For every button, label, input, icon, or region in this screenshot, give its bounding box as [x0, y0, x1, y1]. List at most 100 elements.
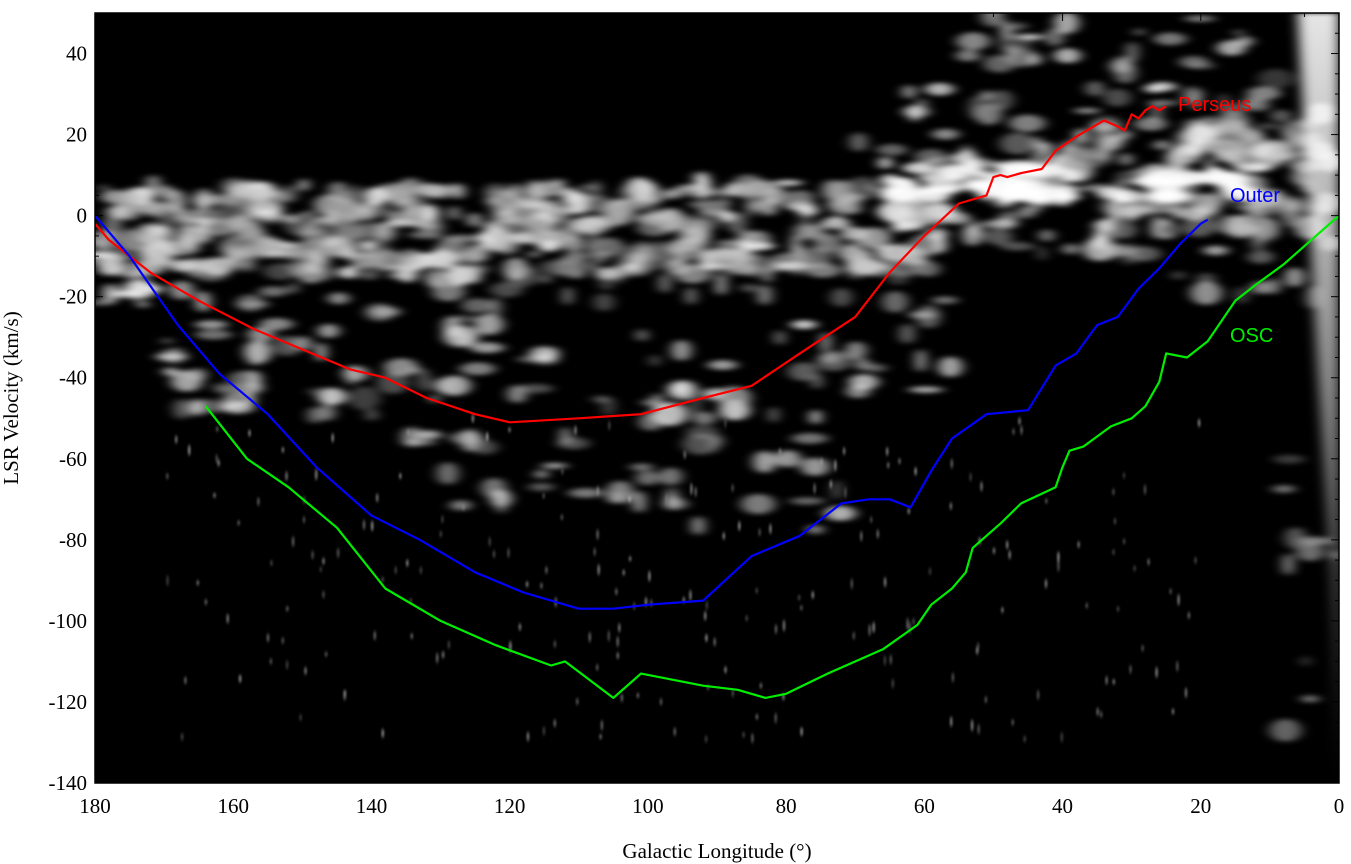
emission-speck — [1129, 665, 1132, 674]
emission-speck — [574, 425, 577, 435]
emission-speck — [486, 432, 489, 442]
emission-speck — [1197, 418, 1201, 428]
emission-blob — [909, 311, 936, 319]
emission-blob — [413, 183, 439, 195]
emission-blob — [263, 263, 298, 281]
emission-blob — [195, 291, 211, 312]
emission-speck — [217, 459, 220, 467]
emission-blob — [1085, 80, 1105, 97]
emission-blob — [1203, 245, 1229, 256]
emission-speck — [175, 435, 178, 444]
emission-blob — [449, 183, 459, 194]
emission-speck — [907, 508, 910, 514]
emission-speck — [1177, 594, 1180, 606]
emission-blob — [195, 329, 232, 340]
emission-speck — [628, 496, 631, 502]
emission-blob — [1109, 59, 1130, 74]
emission-blob — [549, 230, 568, 242]
emission-speck — [1085, 602, 1089, 609]
emission-speck — [800, 727, 803, 737]
emission-speck — [343, 689, 346, 701]
emission-blob — [446, 265, 469, 287]
emission-speck — [870, 516, 873, 523]
emission-speck — [984, 696, 988, 703]
emission-blob — [789, 497, 825, 505]
emission-blob — [443, 325, 480, 348]
emission-blob — [956, 49, 980, 62]
emission-speck — [834, 459, 837, 472]
emission-blob — [659, 273, 671, 294]
emission-blob — [650, 354, 660, 367]
emission-speck — [1060, 732, 1064, 743]
emission-blob — [98, 184, 110, 191]
emission-speck — [285, 660, 289, 670]
emission-speck — [1112, 679, 1116, 685]
emission-speck — [381, 728, 384, 738]
emission-blob — [439, 250, 448, 259]
emission-blob — [222, 394, 239, 411]
emission-speck — [742, 732, 745, 738]
emission-speck — [561, 468, 564, 475]
emission-ridge — [1026, 186, 1064, 202]
emission-speck — [607, 630, 610, 642]
emission-blob — [925, 82, 954, 96]
emission-blob — [387, 211, 406, 226]
emission-blob — [1188, 138, 1201, 157]
emission-speck — [914, 467, 917, 476]
y-tick-label: 40 — [66, 42, 87, 66]
emission-blob — [1144, 84, 1164, 94]
emission-blob — [447, 315, 480, 323]
emission-blob — [1273, 454, 1305, 464]
emission-blob — [362, 240, 376, 252]
emission-blob — [830, 288, 853, 307]
emission-blob — [984, 228, 1013, 245]
emission-speck — [1122, 472, 1126, 479]
emission-blob — [716, 276, 727, 296]
emission-blob — [1054, 13, 1079, 34]
emission-blob — [692, 411, 716, 425]
emission-speck — [800, 605, 803, 610]
emission-speck — [322, 557, 325, 565]
emission-speck — [1112, 488, 1115, 495]
emission-blob — [792, 432, 828, 444]
emission-blob — [716, 239, 741, 247]
y-tick-label: -100 — [49, 609, 88, 633]
emission-blob — [1189, 210, 1202, 219]
emission-speck — [774, 624, 778, 634]
emission-blob — [1251, 231, 1266, 251]
emission-blob — [524, 184, 544, 197]
emission-speck — [1143, 484, 1147, 495]
emission-blob — [775, 330, 784, 345]
emission-speck — [394, 566, 397, 574]
emission-speck — [518, 623, 522, 631]
emission-blob — [1199, 115, 1217, 138]
emission-blob — [1189, 89, 1201, 111]
emission-blob — [607, 491, 624, 504]
emission-speck — [508, 427, 511, 432]
emission-blob — [185, 257, 201, 278]
emission-blob — [560, 427, 571, 446]
emission-blob — [181, 212, 191, 227]
emission-speck — [471, 414, 475, 423]
emission-blob — [907, 200, 939, 225]
emission-speck — [1100, 711, 1103, 718]
emission-blob — [1283, 553, 1293, 576]
emission-speck — [951, 672, 955, 683]
emission-speck — [576, 698, 579, 705]
emission-blob — [786, 190, 815, 207]
emission-blob — [1285, 267, 1304, 288]
emission-blob — [287, 282, 299, 294]
emission-blob — [401, 200, 417, 219]
emission-blob — [221, 177, 246, 197]
emission-blob — [845, 341, 867, 360]
emission-speck — [690, 483, 693, 495]
emission-blob — [330, 202, 358, 215]
emission-blob — [738, 192, 758, 199]
emission-blob — [631, 252, 662, 272]
emission-speck — [820, 458, 823, 466]
y-tick-label: -120 — [49, 690, 88, 714]
x-tick-label: 100 — [632, 794, 664, 818]
emission-speck — [286, 606, 289, 611]
emission-blob — [1284, 120, 1303, 134]
emission-speck — [724, 417, 727, 428]
